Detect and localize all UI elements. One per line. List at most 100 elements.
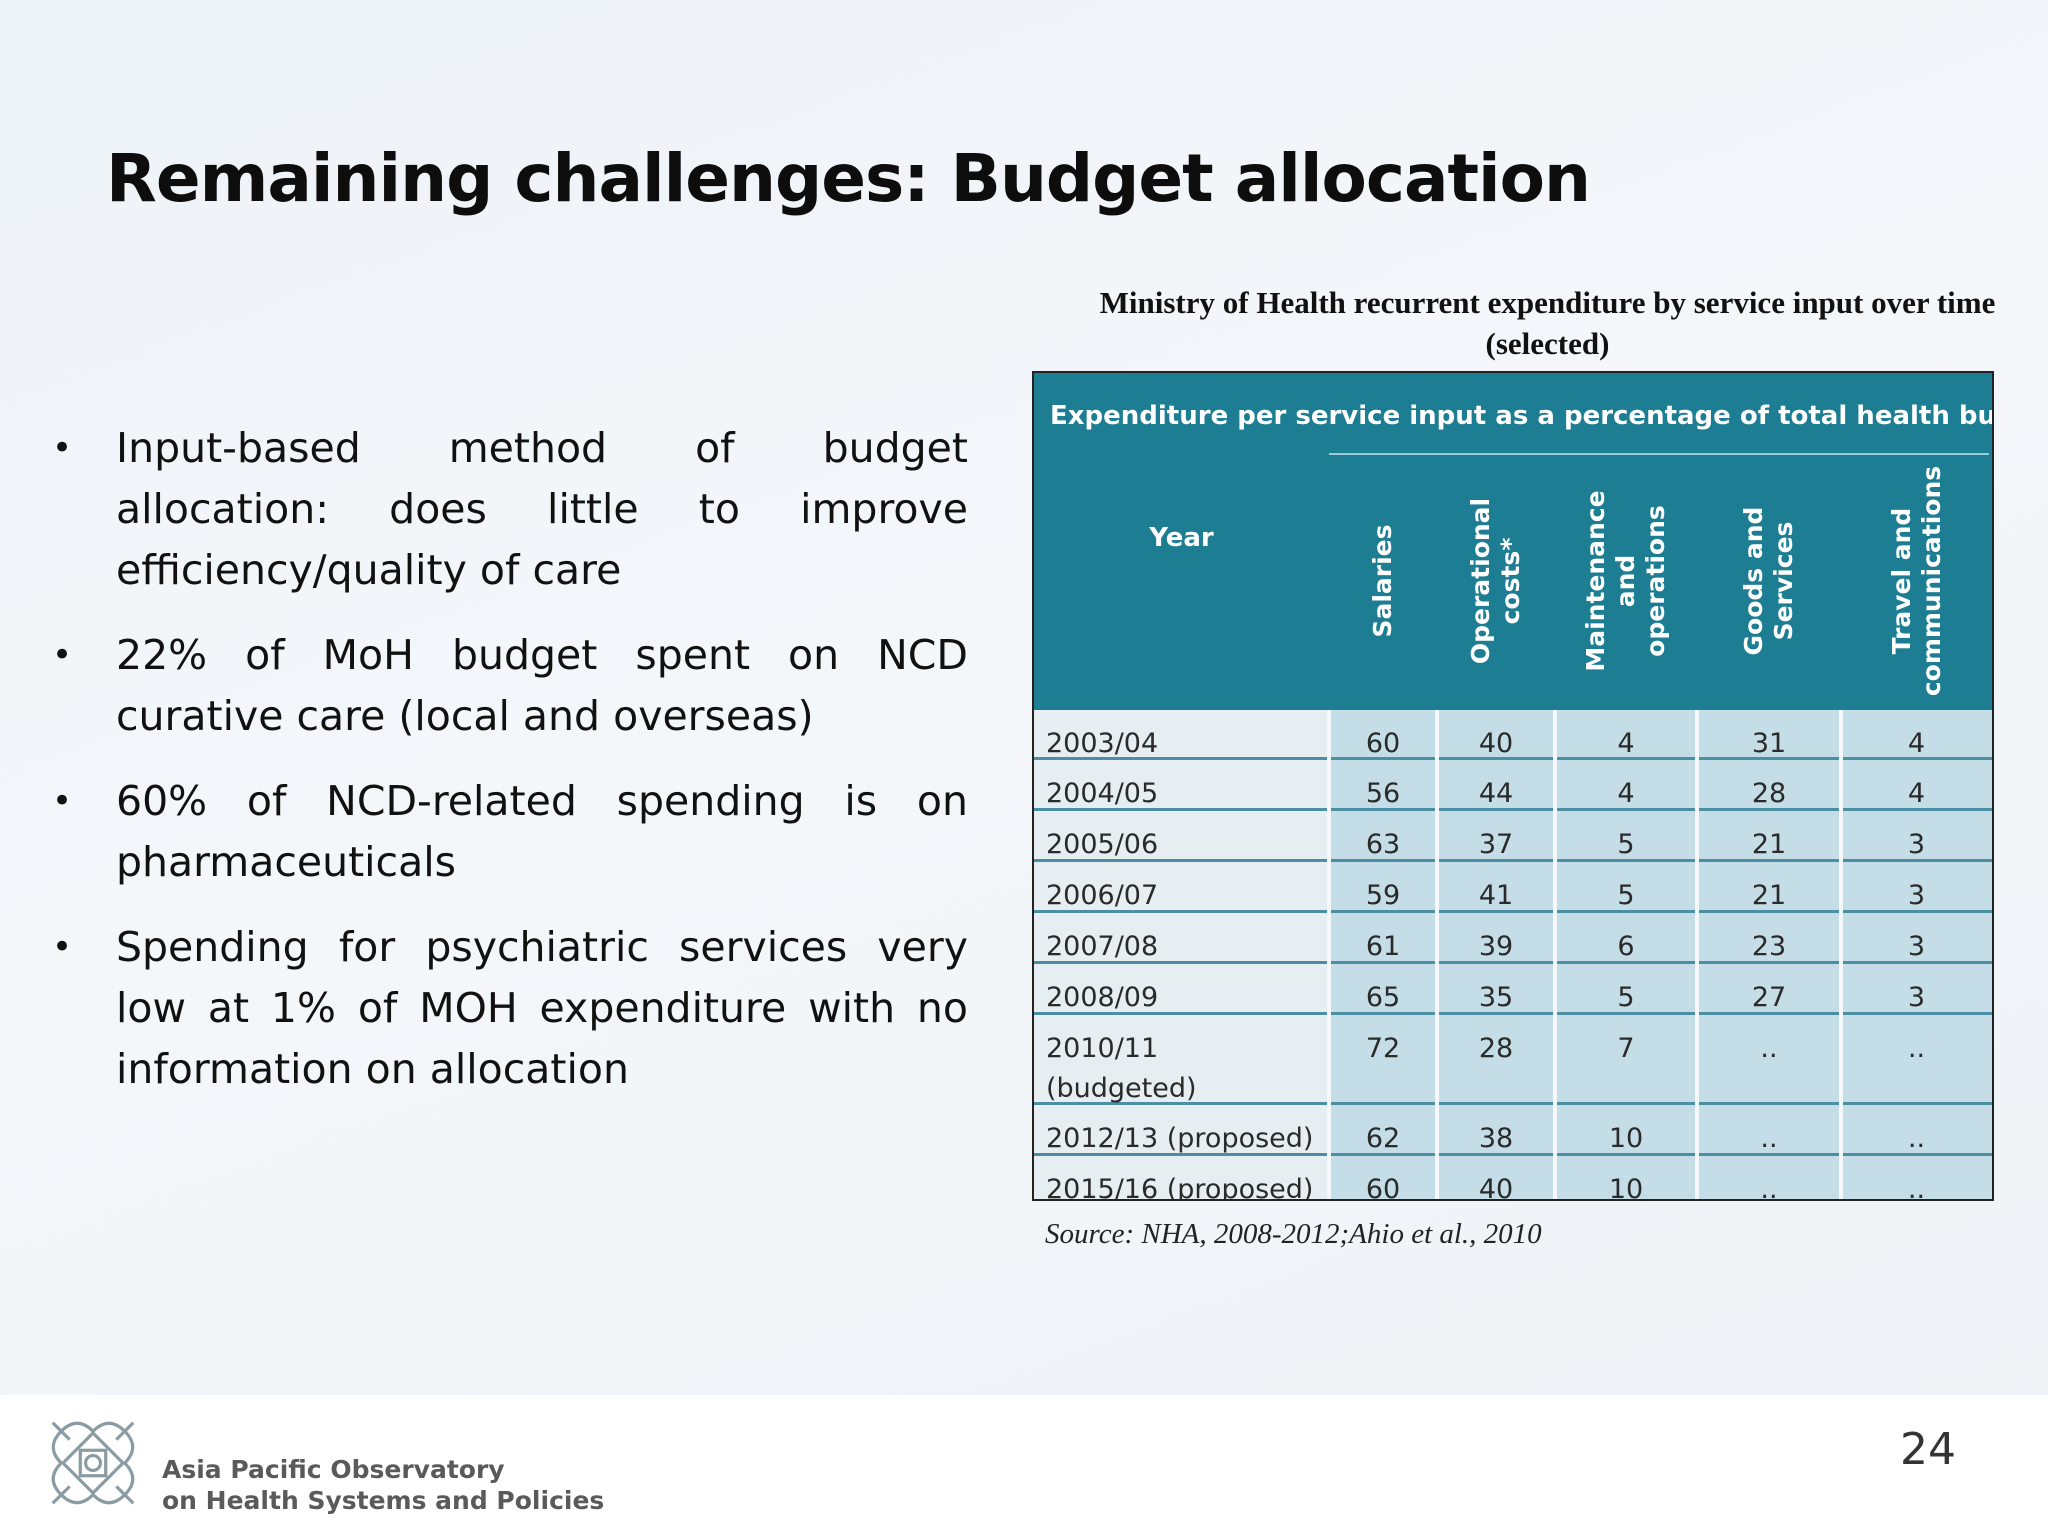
value-cell: 28 bbox=[1437, 1015, 1555, 1105]
organization-name-line: on Health Systems and Policies bbox=[162, 1486, 605, 1515]
table-row: 2005/06 63 37 5 21 3 bbox=[1034, 811, 1992, 862]
value-cell: 61 bbox=[1329, 913, 1437, 964]
value-cell: 72 bbox=[1329, 1015, 1437, 1105]
page-number: 24 bbox=[1900, 1424, 1956, 1475]
table-caption-line: (selected) bbox=[1485, 326, 1610, 361]
value-cell: 4 bbox=[1555, 760, 1697, 811]
bullet-item: • 22% of MoH budget spent on NCD curative… bbox=[48, 625, 968, 747]
value-cell: .. bbox=[1841, 1015, 1992, 1105]
bullet-icon: • bbox=[52, 781, 73, 821]
column-header-line: Operational bbox=[1466, 497, 1495, 665]
bullet-text: 60% of NCD-related spending is on pharma… bbox=[116, 777, 968, 886]
column-divider bbox=[1553, 710, 1557, 1199]
value-cell: 5 bbox=[1555, 964, 1697, 1015]
organization-name: Asia Pacific Observatory on Health Syste… bbox=[162, 1454, 604, 1516]
value-cell: 56 bbox=[1329, 760, 1437, 811]
column-header-line: Salaries bbox=[1368, 524, 1397, 638]
bullet-icon: • bbox=[52, 428, 73, 468]
table-row: 2004/05 56 44 4 28 4 bbox=[1034, 760, 1992, 811]
column-header: Goods and Services bbox=[1697, 463, 1841, 699]
observatory-logo bbox=[51, 1421, 135, 1505]
table-row: 2007/08 61 39 6 23 3 bbox=[1034, 913, 1992, 964]
value-cell: 60 bbox=[1329, 710, 1437, 760]
year-cell: 2004/05 bbox=[1034, 760, 1329, 811]
column-header-line: costs* bbox=[1496, 537, 1525, 625]
value-cell: 62 bbox=[1329, 1105, 1437, 1156]
table-row: 2008/09 65 35 5 27 3 bbox=[1034, 964, 1992, 1015]
value-cell: 40 bbox=[1437, 710, 1555, 760]
value-cell: 4 bbox=[1841, 710, 1992, 760]
bullet-text: 22% of MoH budget spent on NCD curative … bbox=[116, 631, 968, 740]
table-row: 2015/16 (proposed) 60 40 10.... bbox=[1034, 1156, 1992, 1199]
bullet-item: • Spending for psychiatric services very … bbox=[48, 917, 968, 1100]
column-divider bbox=[1327, 710, 1331, 1199]
value-cell: .. bbox=[1697, 1015, 1841, 1105]
value-cell: 3 bbox=[1841, 964, 1992, 1015]
value-cell: 7 bbox=[1555, 1015, 1697, 1105]
value-cell: 21 bbox=[1697, 811, 1841, 862]
value-cell: 40 bbox=[1437, 1156, 1555, 1199]
value-cell: 4 bbox=[1555, 710, 1697, 760]
column-header-line: Services bbox=[1769, 521, 1798, 641]
bullet-icon: • bbox=[52, 635, 73, 675]
year-cell: 2007/08 bbox=[1034, 913, 1329, 964]
bullet-icon: • bbox=[52, 927, 73, 967]
column-header-label: Maintenance and operations bbox=[1581, 463, 1671, 699]
bullet-item: • Input-based method of budget allocation… bbox=[48, 418, 968, 601]
value-cell: .. bbox=[1697, 1105, 1841, 1156]
column-divider bbox=[1839, 710, 1843, 1199]
value-cell: 10 bbox=[1555, 1105, 1697, 1156]
year-column-header: Year bbox=[1149, 523, 1214, 553]
table-header: Expenditure per service input as a perce… bbox=[1034, 373, 1992, 710]
column-header-label: Travel and communications bbox=[1887, 463, 1947, 699]
column-header: Maintenance and operations bbox=[1555, 463, 1697, 699]
value-cell: 65 bbox=[1329, 964, 1437, 1015]
value-cell: 21 bbox=[1697, 862, 1841, 913]
value-cell: 38 bbox=[1437, 1105, 1555, 1156]
bullet-list: • Input-based method of budget allocation… bbox=[48, 418, 968, 1124]
value-cell: 59 bbox=[1329, 862, 1437, 913]
value-cell: 35 bbox=[1437, 964, 1555, 1015]
value-cell: .. bbox=[1697, 1156, 1841, 1199]
column-header: Salaries bbox=[1329, 463, 1437, 699]
year-cell: 2005/06 bbox=[1034, 811, 1329, 862]
value-cell: 39 bbox=[1437, 913, 1555, 964]
column-header: Operational costs* bbox=[1437, 463, 1555, 699]
value-cell: 3 bbox=[1841, 913, 1992, 964]
year-cell-filler bbox=[1234, 1015, 1329, 1105]
value-cell: 6 bbox=[1555, 913, 1697, 964]
value-cell: 44 bbox=[1437, 760, 1555, 811]
year-cell: 2003/04 bbox=[1034, 710, 1329, 760]
value-cell: 27 bbox=[1697, 964, 1841, 1015]
heading-divider bbox=[1329, 453, 1989, 455]
value-cell: 60 bbox=[1329, 1156, 1437, 1199]
value-cell: 28 bbox=[1697, 760, 1841, 811]
table-row: 2003/04 60 40 4 31 4 bbox=[1034, 710, 1992, 760]
year-cell: 2006/07 bbox=[1034, 862, 1329, 913]
value-cell: 5 bbox=[1555, 811, 1697, 862]
footer bbox=[0, 1395, 2048, 1536]
year-cell: 2012/13 (proposed) bbox=[1034, 1105, 1329, 1156]
table-heading: Expenditure per service input as a perce… bbox=[1050, 401, 1994, 431]
table-caption-line: Ministry of Health recurrent expenditure… bbox=[1099, 285, 1996, 320]
value-cell: 5 bbox=[1555, 862, 1697, 913]
column-header-label: Salaries bbox=[1368, 463, 1398, 699]
value-cell: 37 bbox=[1437, 811, 1555, 862]
source-note: Source: NHA, 2008-2012;Ahio et al., 2010 bbox=[1045, 1218, 1542, 1250]
year-cell: 2010/11 (budgeted) bbox=[1034, 1015, 1234, 1105]
bullet-text: Input-based method of budget allocation:… bbox=[116, 424, 968, 594]
column-header-line: Travel and bbox=[1886, 507, 1916, 655]
organization-name-line: Asia Pacific Observatory bbox=[162, 1455, 505, 1484]
column-header-line: operations bbox=[1641, 505, 1670, 657]
value-cell: 3 bbox=[1841, 862, 1992, 913]
value-cell: 3 bbox=[1841, 811, 1992, 862]
column-divider bbox=[1695, 710, 1699, 1199]
value-cell: .. bbox=[1841, 1105, 1992, 1156]
table-row: 2012/13 (proposed) 62 38 10.... bbox=[1034, 1105, 1992, 1156]
table-caption: Ministry of Health recurrent expenditure… bbox=[1030, 282, 2048, 364]
column-header-label: Operational costs* bbox=[1466, 463, 1526, 699]
value-cell: 41 bbox=[1437, 862, 1555, 913]
expenditure-table: Expenditure per service input as a perce… bbox=[1032, 371, 1994, 1201]
table-row: 2010/11 (budgeted) 72 28 7.... bbox=[1034, 1015, 1992, 1105]
value-cell: 10 bbox=[1555, 1156, 1697, 1199]
